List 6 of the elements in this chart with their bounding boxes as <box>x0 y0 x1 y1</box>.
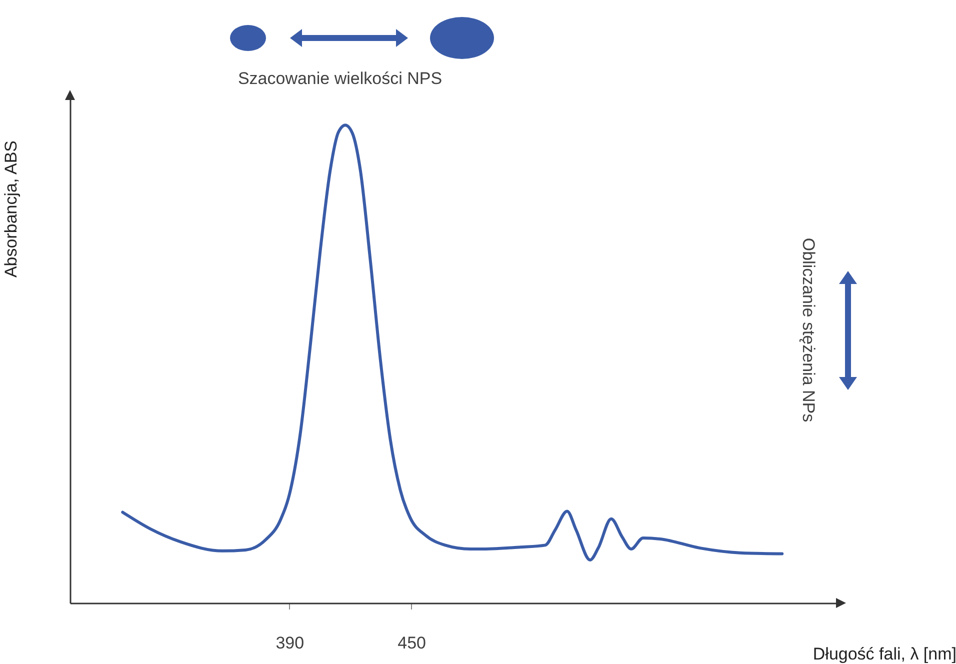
annotation: Obliczanie stężenia NPs <box>798 238 818 422</box>
y-axis-title: Absorbancja, ABS <box>2 140 20 278</box>
x-tick-label: 390 <box>276 634 304 652</box>
x-axis-title: Długość fali, λ [nm] <box>812 644 956 664</box>
text: Szacowanie wielkości NPS <box>238 69 442 89</box>
x-tick-label: 450 <box>398 634 426 652</box>
